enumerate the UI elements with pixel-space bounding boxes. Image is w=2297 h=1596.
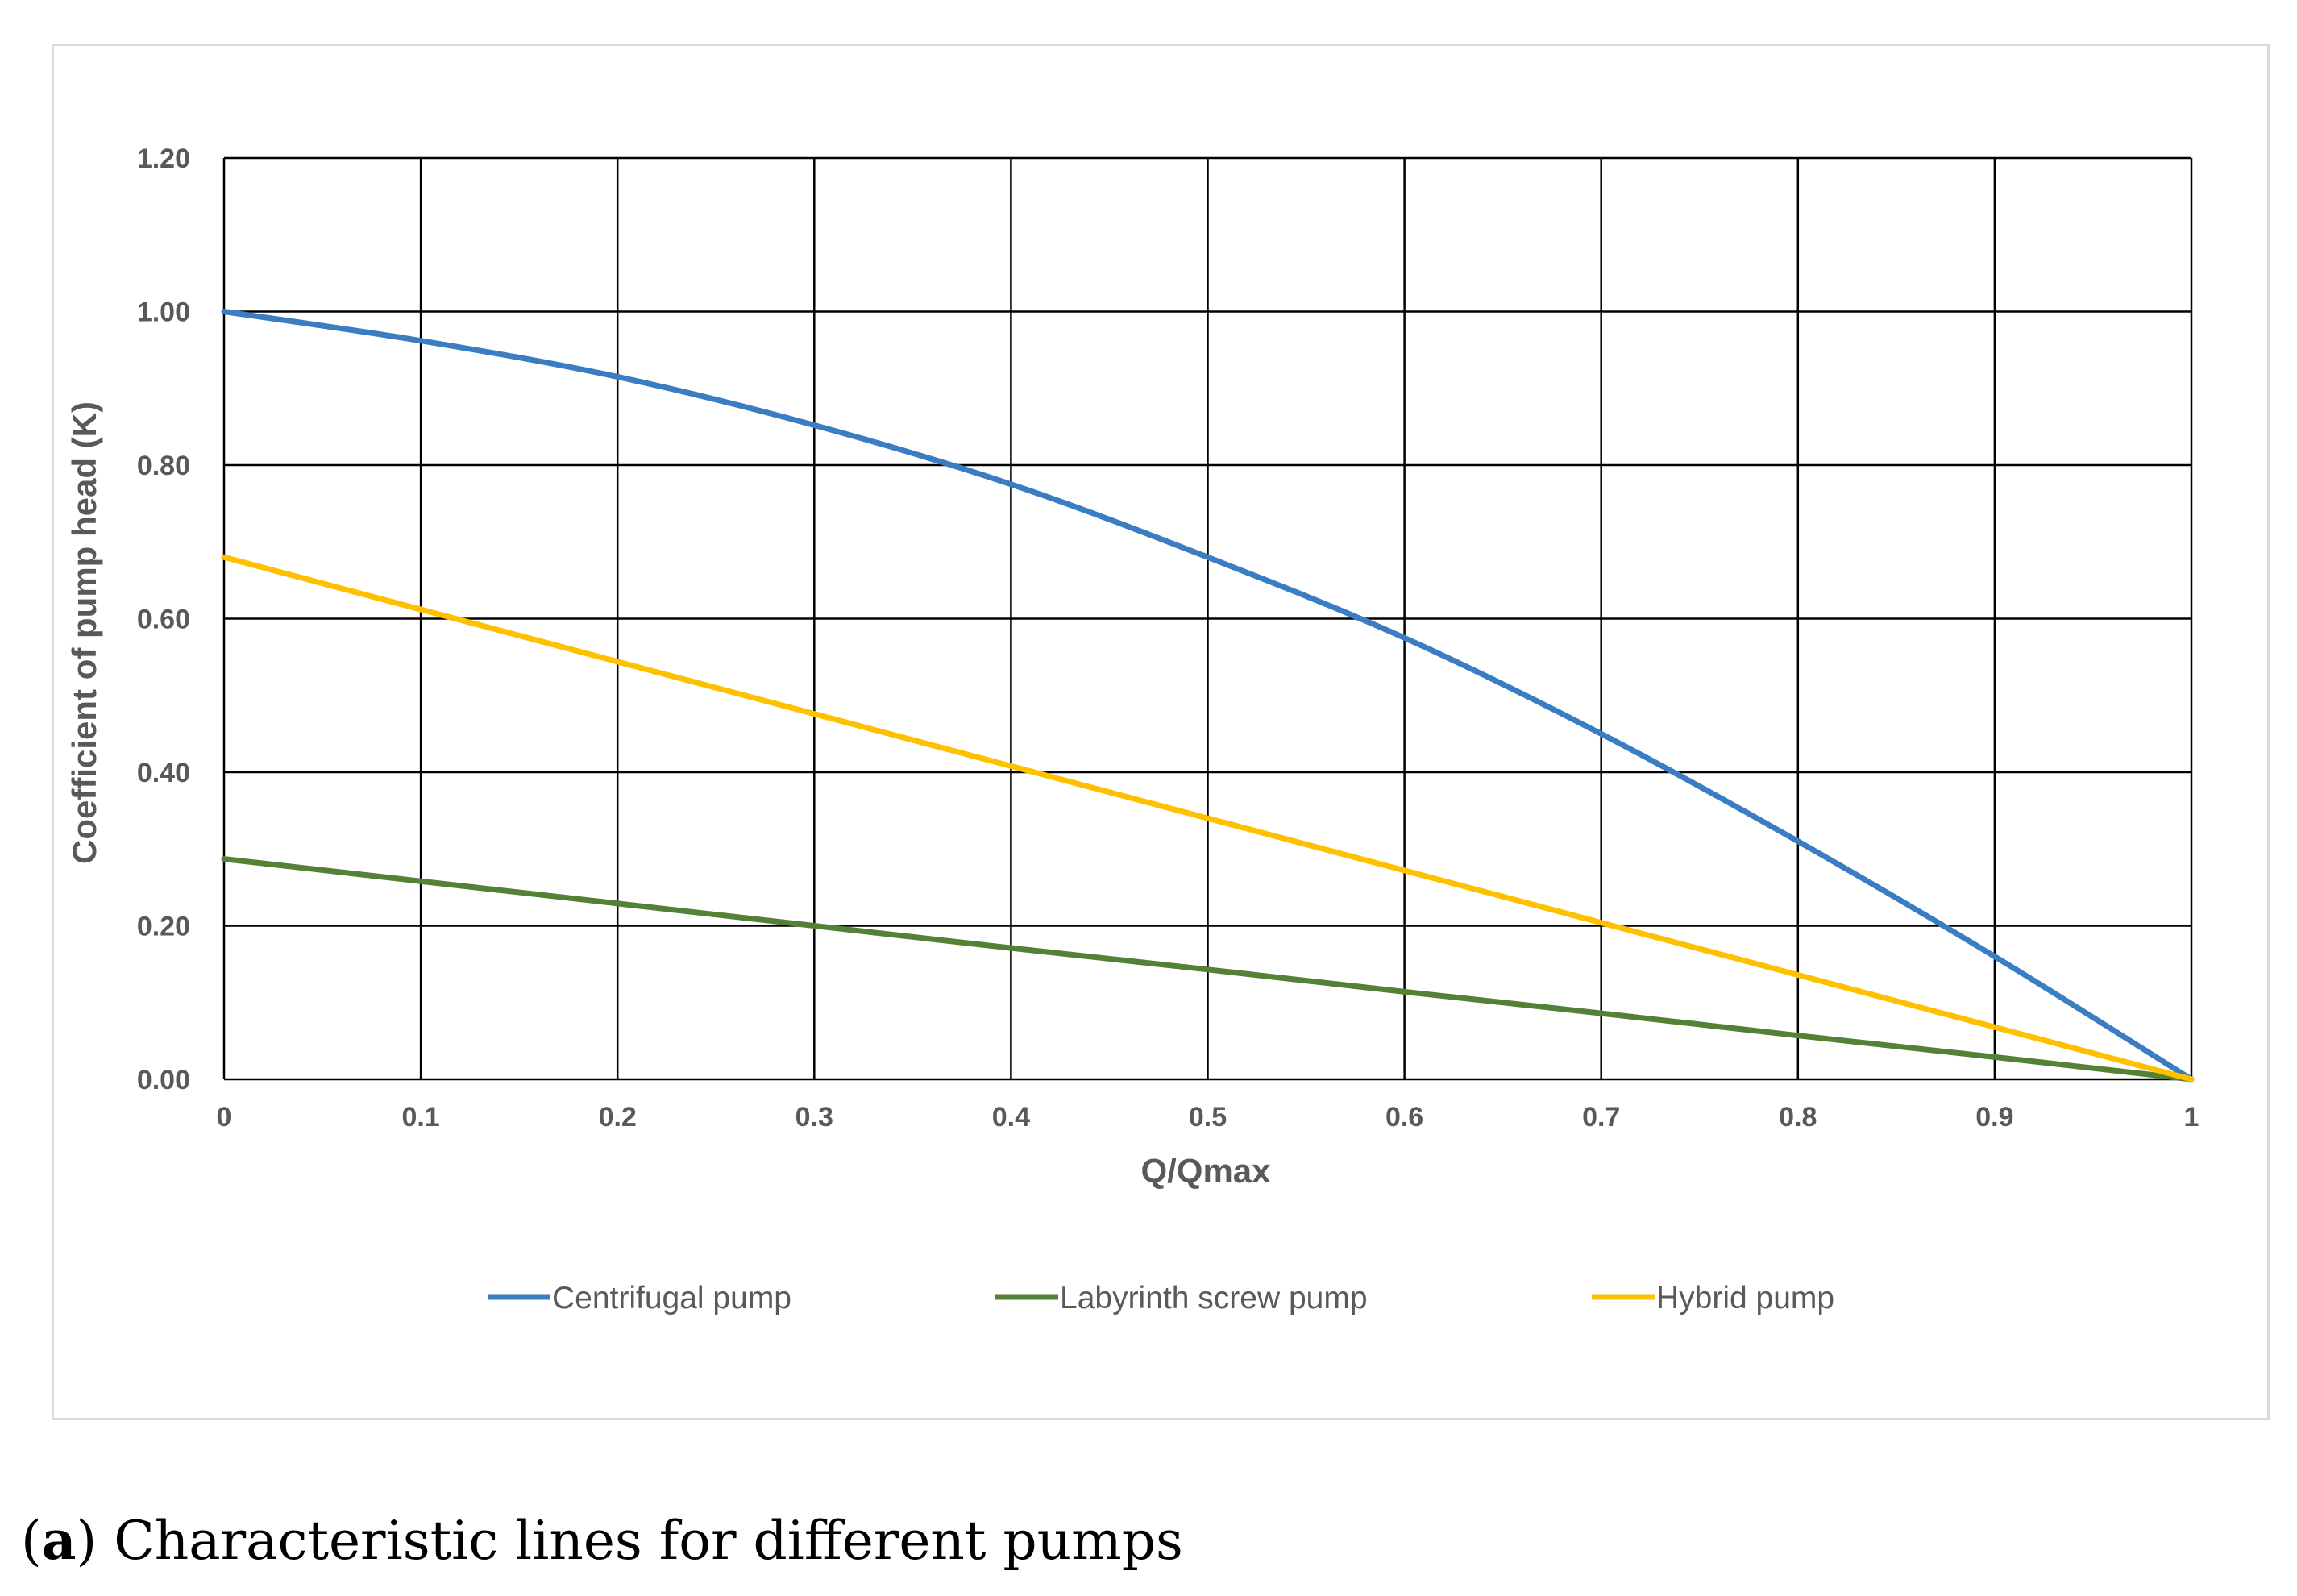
y-tick-label: 0.40: [137, 758, 190, 788]
y-tick-label: 1.20: [137, 143, 190, 174]
series-line-centrifugal-pump: [221, 309, 2195, 1083]
chart-svg: 0 0.1 0.2 0.3 0.4 0.5 0.6 0.7 0.8 0.9 1 0.00 0.20 0.4…: [65, 143, 2199, 1315]
legend-item-hybrid-pump: Hybrid pump: [1592, 1281, 1834, 1315]
y-axis-title: Coefficient of pump head (K): [65, 401, 103, 864]
x-tick-label: 0.4: [992, 1102, 1030, 1133]
x-tick-label: 1: [2184, 1102, 2199, 1133]
y-tick-label: 0.80: [137, 451, 190, 481]
series-line-hybrid-pump: [221, 554, 2195, 1083]
y-tick-label: 1.00: [137, 297, 190, 328]
legend-item-labyrinth-screw-pump: Labyrinth screw pump: [995, 1281, 1368, 1315]
tick-labels: 0 0.1 0.2 0.3 0.4 0.5 0.6 0.7 0.8 0.9 1 0.00 0.20 0.4…: [137, 143, 2199, 1133]
x-tick-label: 0.3: [795, 1102, 833, 1133]
grid: [222, 156, 2193, 1081]
y-tick-label: 0.60: [137, 605, 190, 635]
x-tick-label: 0.1: [401, 1102, 439, 1133]
series-layer: [221, 309, 2195, 1083]
x-tick-label: 0.8: [1779, 1102, 1817, 1133]
x-tick-label: 0.9: [1975, 1102, 2013, 1133]
x-tick-label: 0.2: [599, 1102, 637, 1133]
series-line-labyrinth-screw-pump: [221, 856, 2195, 1083]
y-tick-label: 0.00: [137, 1065, 190, 1095]
legend-label: Centrifugal pump: [552, 1281, 791, 1315]
caption-label: a: [41, 1509, 77, 1572]
legend-label: Hybrid pump: [1656, 1281, 1834, 1315]
legend-label: Labyrinth screw pump: [1060, 1281, 1368, 1315]
caption-text: Characteristic lines for different pumps: [97, 1510, 1183, 1572]
x-tick-label: 0.7: [1582, 1102, 1620, 1133]
x-tick-label: 0.5: [1189, 1102, 1227, 1133]
figure-caption: (a) Characteristic lines for different p…: [21, 1509, 1183, 1572]
x-axis-title: Q/Qmax: [1140, 1152, 1271, 1190]
x-tick-label: 0: [217, 1102, 232, 1133]
chart-frame: 0 0.1 0.2 0.3 0.4 0.5 0.6 0.7 0.8 0.9 1 0.00 0.20 0.4…: [52, 44, 2270, 1420]
x-tick-label: 0.6: [1385, 1102, 1423, 1133]
y-tick-label: 0.20: [137, 912, 190, 942]
legend: Centrifugal pump Labyrinth screw pump Hybr…: [488, 1281, 1834, 1315]
legend-item-centrifugal-pump: Centrifugal pump: [488, 1281, 791, 1315]
